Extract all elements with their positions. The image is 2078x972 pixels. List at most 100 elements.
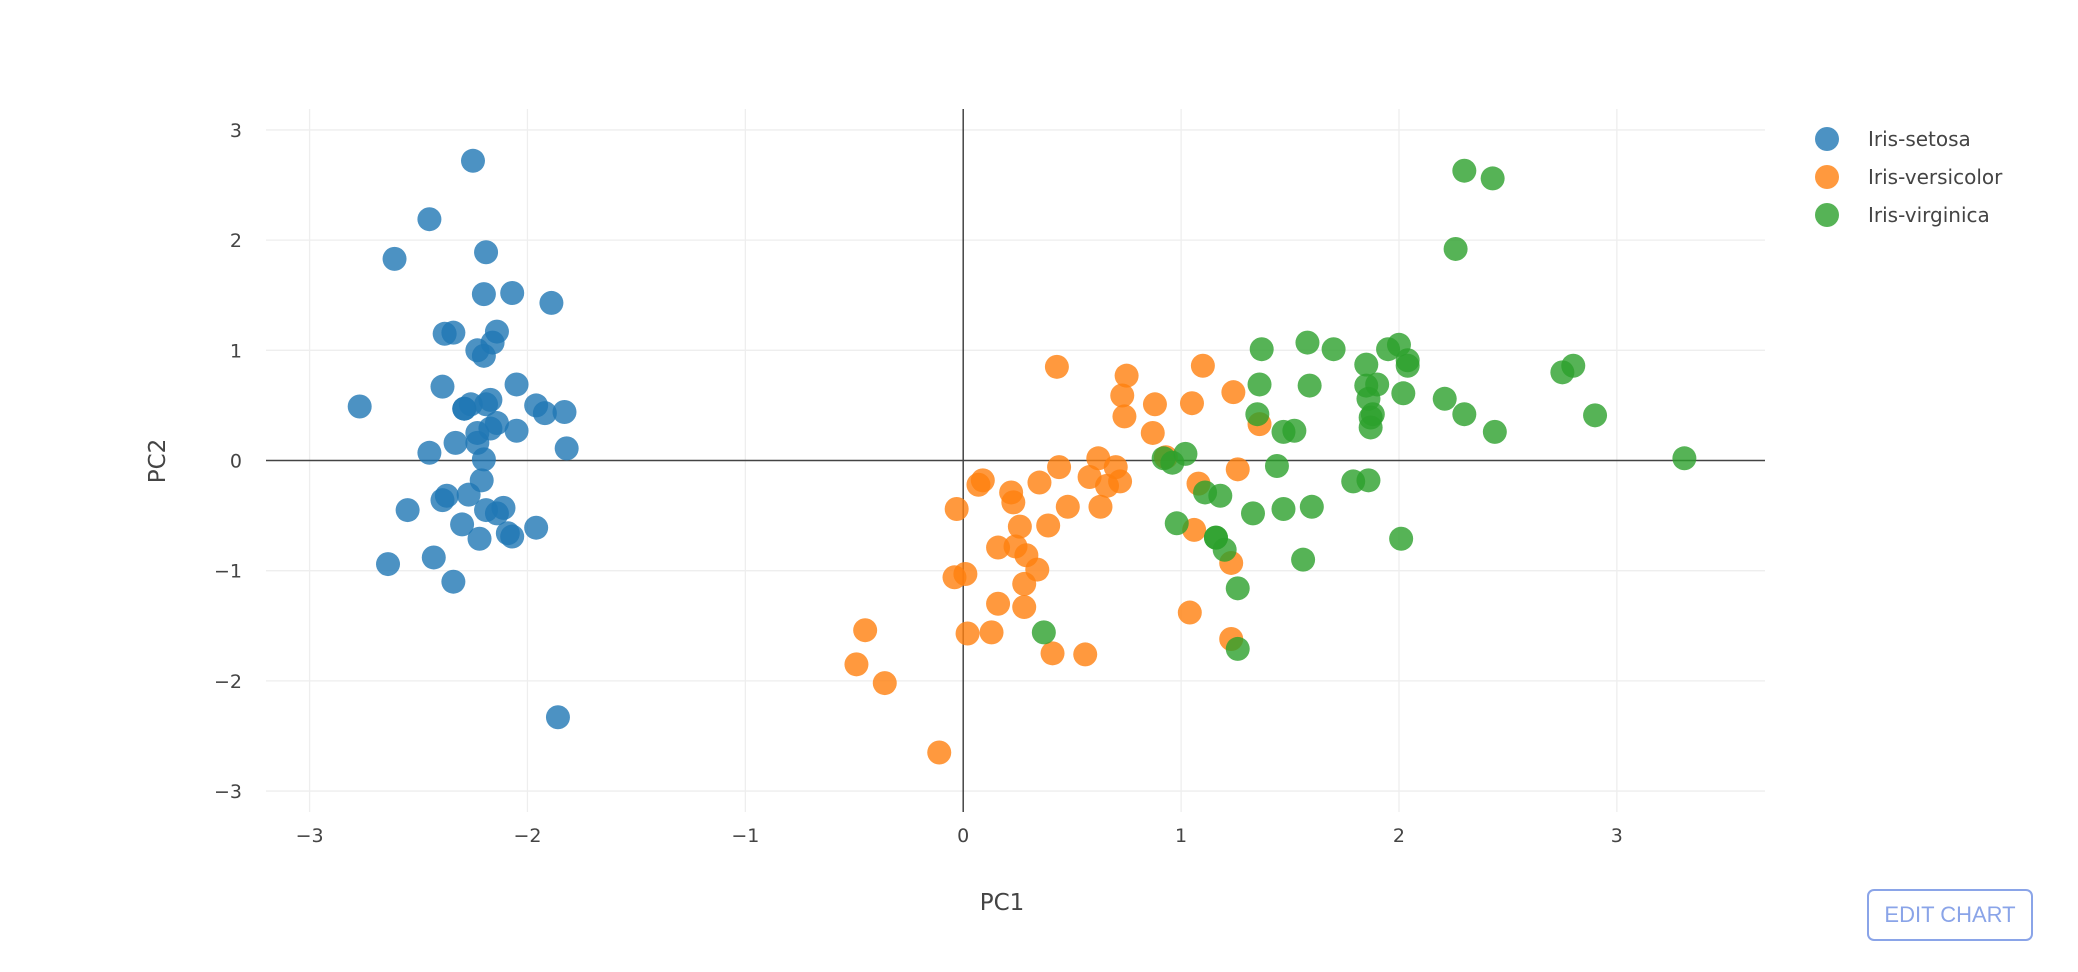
point-iris-versicolor [1077,465,1102,490]
point-iris-virginica [1193,480,1218,505]
point-iris-setosa [491,495,516,520]
point-iris-versicolor [1044,354,1069,379]
point-iris-virginica [1391,381,1416,406]
point-iris-versicolor [1047,455,1072,480]
legend: Iris-setosa Iris-versicolor Iris-virginica [1815,127,2003,227]
point-iris-setosa [539,290,564,315]
point-iris-setosa [376,552,401,577]
point-iris-virginica [1295,330,1320,355]
point-iris-virginica [1282,418,1307,443]
point-iris-setosa [471,282,496,307]
point-iris-setosa [500,524,525,549]
point-iris-setosa [524,393,549,418]
point-iris-virginica [1358,405,1383,430]
point-iris-virginica [1356,468,1381,493]
point-iris-virginica [1672,446,1697,471]
y-tick-label: 2 [230,230,242,252]
point-iris-versicolor [1040,641,1065,666]
point-iris-versicolor [955,621,980,646]
point-iris-setosa [474,240,499,265]
point-iris-versicolor [1225,457,1250,482]
point-iris-versicolor [1027,470,1052,495]
point-iris-setosa [469,468,494,493]
point-iris-virginica [1297,373,1322,398]
point-iris-virginica [1583,403,1608,428]
point-iris-virginica [1299,494,1324,519]
point-iris-setosa [552,400,577,425]
y-axis-label: PC2 [145,439,171,484]
point-iris-setosa [460,148,485,173]
point-iris-setosa [478,416,503,441]
y-tick-label: 1 [230,340,242,362]
point-iris-setosa [471,447,496,472]
point-iris-setosa [545,705,570,730]
point-iris-setosa [430,374,455,399]
point-iris-virginica [1365,372,1390,397]
point-iris-virginica [1249,337,1274,362]
point-iris-setosa [430,488,455,513]
point-iris-setosa [395,498,420,523]
legend-label: Iris-setosa [1868,127,1971,151]
point-iris-setosa [382,246,407,271]
point-iris-virginica [1432,386,1457,411]
point-iris-virginica [1443,236,1468,261]
point-iris-virginica [1480,166,1505,191]
point-iris-setosa [443,430,468,455]
point-iris-versicolor [1086,446,1111,471]
x-tick-label: 1 [1175,825,1187,847]
zero-lines [266,109,1765,812]
point-iris-virginica [1271,496,1296,521]
legend-marker [1815,203,1839,227]
x-tick-label: −2 [513,825,541,847]
point-iris-setosa [504,372,529,397]
point-iris-virginica [1561,353,1586,378]
x-tick-label: 2 [1393,825,1405,847]
point-iris-setosa [417,440,442,465]
point-iris-virginica [1247,372,1272,397]
point-iris-versicolor [1088,494,1113,519]
point-iris-setosa [417,207,442,232]
point-iris-versicolor [1221,380,1246,405]
point-iris-virginica [1225,576,1250,601]
point-iris-virginica [1264,454,1289,479]
legend-marker [1815,165,1839,189]
point-iris-versicolor [1055,494,1080,519]
x-tick-label: 0 [957,825,969,847]
point-iris-versicolor [942,565,967,590]
point-iris-virginica [1240,501,1265,526]
point-iris-versicolor [1007,514,1032,539]
point-iris-setosa [465,338,490,363]
point-iris-virginica [1452,402,1477,427]
edit-chart-button[interactable]: EDIT CHART [1867,889,2033,941]
y-tick-label: −1 [214,561,242,583]
point-iris-virginica [1160,450,1185,475]
x-tick-label: −3 [296,825,324,847]
point-iris-versicolor [1014,543,1039,568]
point-iris-versicolor [1112,404,1137,429]
y-tick-label: −2 [214,671,242,693]
legend-label: Iris-versicolor [1868,165,2003,189]
point-iris-versicolor [1140,420,1165,445]
point-iris-setosa [524,515,549,540]
point-iris-setosa [421,545,446,570]
point-iris-versicolor [1036,513,1061,538]
point-iris-versicolor [979,620,1004,645]
y-tick-label: −3 [214,781,242,803]
point-iris-virginica [1389,526,1414,551]
point-iris-versicolor [872,671,897,696]
point-iris-versicolor [1001,490,1026,515]
point-iris-versicolor [970,468,995,493]
point-iris-setosa [432,321,457,346]
x-axis-label: PC1 [980,890,1025,916]
x-tick-label: 3 [1611,825,1623,847]
point-iris-versicolor [853,618,878,643]
point-iris-virginica [1225,636,1250,661]
data-points [347,148,1697,765]
point-iris-versicolor [1073,642,1098,667]
legend-marker [1815,127,1839,151]
point-iris-versicolor [1190,353,1215,378]
point-iris-virginica [1031,620,1056,645]
point-iris-setosa [347,394,372,419]
point-iris-setosa [441,569,466,594]
